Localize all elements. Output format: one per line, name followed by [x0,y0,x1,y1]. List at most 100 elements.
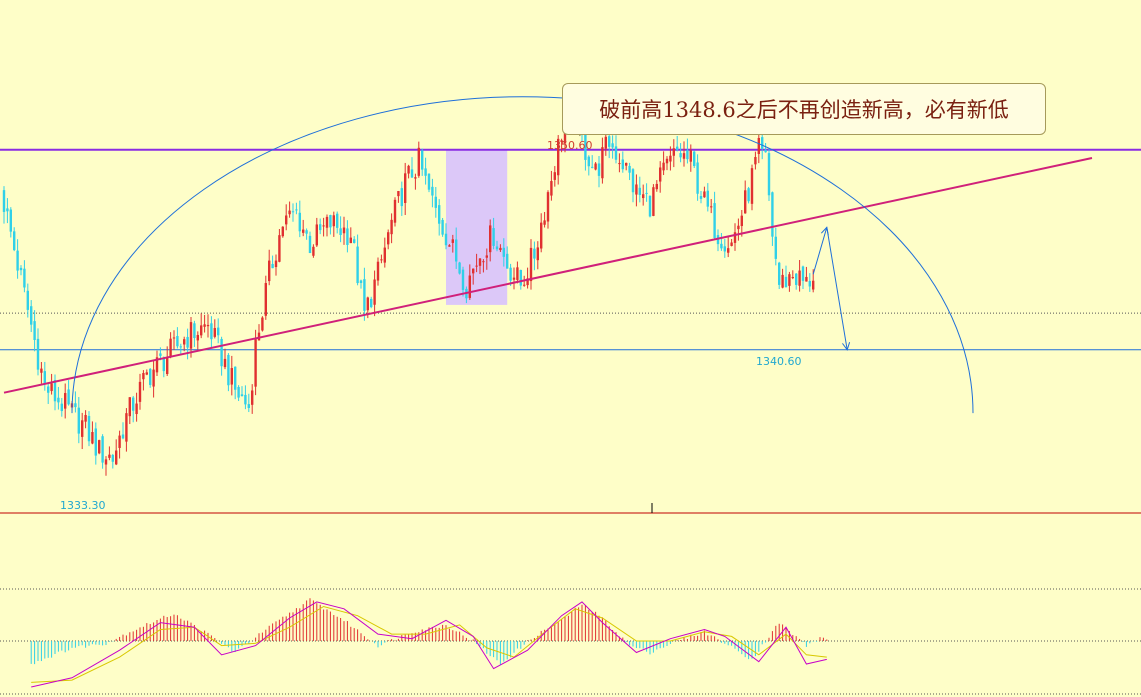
candle-down [227,354,230,386]
candle-up [104,459,108,465]
candle-down [295,209,298,211]
candle-up [662,162,665,171]
candle-down [778,262,781,285]
highlight-zone [446,149,508,305]
candle-down [291,211,295,213]
candle-up [727,248,730,253]
candle-up [489,225,492,253]
candle-down [13,231,16,251]
candle-down [240,394,244,397]
candle-down [706,190,709,207]
candle-down [676,146,679,150]
candle-up [553,172,556,180]
candle-down [801,266,805,281]
candle-up [332,215,335,227]
candle-down [111,454,114,462]
candle-down [400,188,403,207]
candle-up [754,157,757,165]
candle-down [434,196,437,208]
candle-down [308,235,312,254]
candle-up [750,168,754,204]
candle-up [312,246,315,256]
candle-down [33,321,36,341]
candle-up [125,413,128,442]
candle-up [138,381,142,402]
macd-dif-line [31,601,827,688]
candle-up [50,383,53,392]
candle-down [353,239,356,243]
candle-down [686,150,689,160]
candle-down [611,143,614,148]
candle-down [431,186,434,196]
candle-down [43,371,46,384]
candle-down [101,436,104,463]
candle-up [682,153,686,159]
candle-down [427,173,431,190]
candle-down [298,212,301,232]
candle-down [356,246,359,284]
candle-up [448,245,451,247]
candle-up [223,358,227,368]
candle-up [757,137,760,155]
candle-up [251,390,254,405]
candle-up [383,247,386,263]
candle-up [128,397,131,417]
high-price-label: 1350.60 [547,139,593,152]
candle-down [16,250,19,271]
candle-up [278,235,281,262]
candle-up [659,167,662,182]
candle-down [587,156,590,167]
candle-up [115,450,118,465]
candle-up [261,317,264,331]
candle-down [693,151,696,167]
candle-down [57,397,60,403]
candle-up [325,216,329,228]
candle-down [339,228,342,235]
candle-up [315,224,318,246]
candle-up [206,324,210,327]
candle-down [370,298,373,308]
candle-up [230,368,233,385]
candle-down [121,434,125,439]
candle-down [747,188,750,202]
candle-up [64,393,67,409]
candle-up [540,222,543,249]
candle-up [390,219,393,235]
candle-down [458,262,461,274]
candle-up [183,339,186,345]
macd-dea-line [31,605,827,683]
candle-up [155,357,159,373]
candle-up [563,126,567,144]
candle-up [387,232,390,245]
candle-up [397,191,400,197]
candle-up [285,215,288,225]
candle-up [516,267,519,280]
candle-up [744,190,747,214]
candle-up [635,184,638,195]
candle-up [485,255,488,258]
candle-down [220,338,223,367]
candle-down [247,404,250,408]
candle-up [482,261,485,263]
candle-up [264,283,267,316]
candle-down [186,336,189,348]
candle-up [468,275,471,298]
candle-up [478,258,482,266]
candle-up [550,181,553,196]
candle-up [169,338,172,357]
candle-up [788,274,791,286]
candle-up [274,260,278,268]
candle-up [451,239,454,243]
candle-down [336,213,339,228]
candle-down [30,306,33,325]
candle-down [502,247,505,257]
candle-up [166,357,169,375]
candle-up [791,277,794,279]
candle-up [302,229,305,233]
candle-up [672,148,675,156]
candle-down [608,136,611,147]
candle-up [98,440,101,454]
candle-up [393,199,397,223]
candle-up [342,227,346,234]
